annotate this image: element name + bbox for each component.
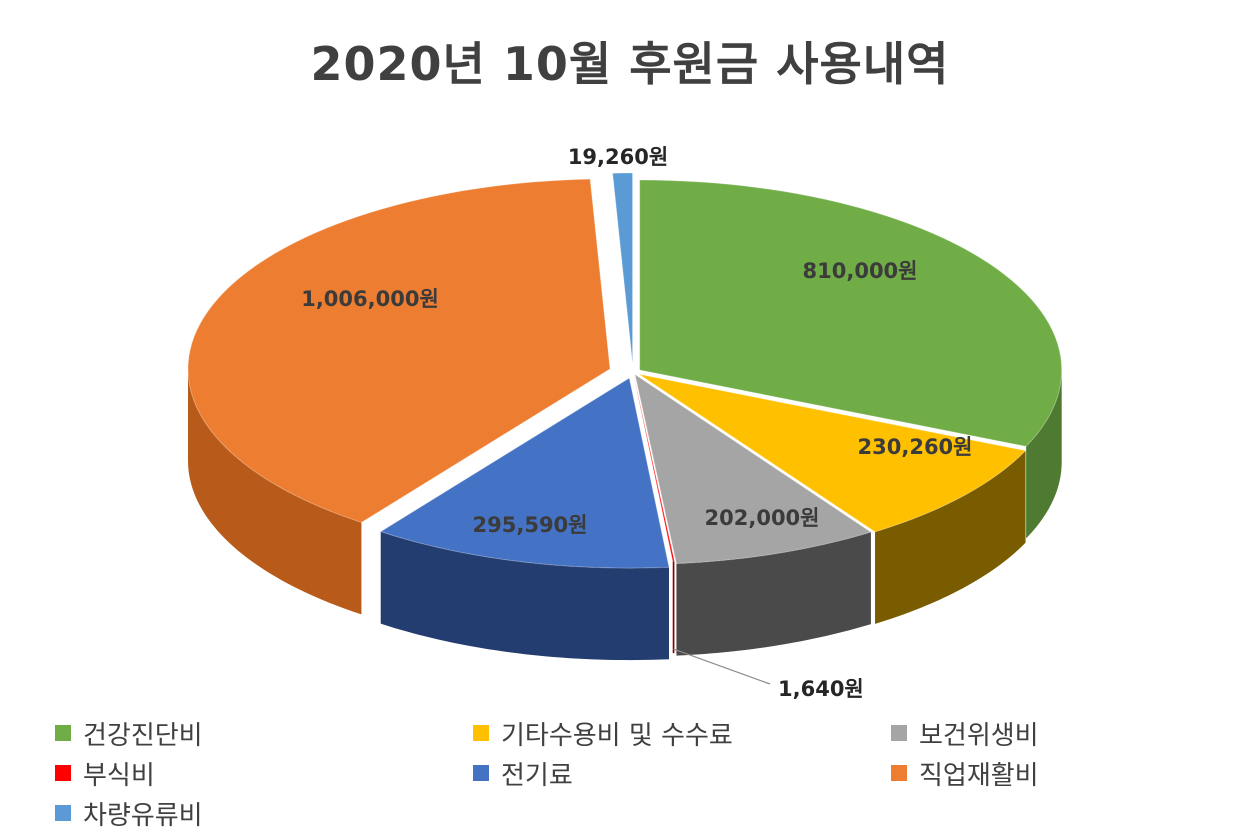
leader-line [673, 648, 771, 685]
pie-slice-3 [632, 371, 676, 562]
legend-swatch [473, 765, 489, 781]
pie-slice-4 [379, 377, 670, 569]
data-label-2: 202,000원 [705, 506, 820, 530]
data-label-0: 810,000원 [803, 259, 918, 283]
legend-swatch [55, 725, 71, 741]
pie-side-1 [875, 450, 1026, 624]
legend-item-4: 전기료 [473, 756, 891, 791]
legend-label: 직업재활비 [919, 760, 1039, 791]
legend-label: 기타수용비 및 수수료 [501, 720, 733, 751]
legend-item-3: 부식비 [55, 756, 473, 791]
legend-swatch [891, 765, 907, 781]
legend-label: 전기료 [501, 760, 573, 791]
legend-label: 부식비 [83, 760, 155, 791]
legend-item-2: 보건위생비 [891, 716, 1215, 751]
pie-labels: 810,000원 230,260원 202,000원 1,640원 295,590원 1,… [301, 145, 972, 701]
legend-item-6: 차량유류비 [55, 796, 473, 831]
data-label-4: 295,590원 [473, 513, 588, 537]
pie-slice-6 [612, 172, 634, 364]
data-label-5: 1,006,000원 [301, 287, 439, 311]
pie-tops [187, 172, 1063, 569]
legend-item-1: 기타수용비 및 수수료 [473, 716, 891, 751]
data-label-6: 19,260원 [568, 145, 668, 169]
legend-label: 차량유류비 [83, 800, 203, 831]
pie-slice-5 [187, 178, 611, 523]
legend-label: 보건위생비 [919, 720, 1039, 751]
pie-side-2 [676, 532, 871, 656]
pie-slice-2 [634, 373, 873, 565]
pie-side-0 [1026, 370, 1062, 539]
legend-swatch [891, 725, 907, 741]
pie-sides [188, 368, 1062, 661]
pie-slice-1 [638, 373, 1027, 533]
pie-side-3 [672, 561, 675, 654]
pie-side-4 [380, 531, 670, 661]
data-label-1: 230,260원 [858, 435, 973, 459]
legend-item-0: 건강진단비 [55, 716, 473, 751]
legend-swatch [473, 725, 489, 741]
legend-label: 건강진단비 [83, 720, 203, 751]
chart-title: 2020년 10월 후원금 사용내역 [310, 37, 950, 91]
legend-item-5: 직업재활비 [891, 756, 1215, 791]
pie-side-5 [188, 368, 362, 615]
pie-slice-0 [639, 179, 1063, 447]
legend-swatch [55, 805, 71, 821]
data-label-3: 1,640원 [778, 677, 864, 701]
legend-swatch [55, 765, 71, 781]
